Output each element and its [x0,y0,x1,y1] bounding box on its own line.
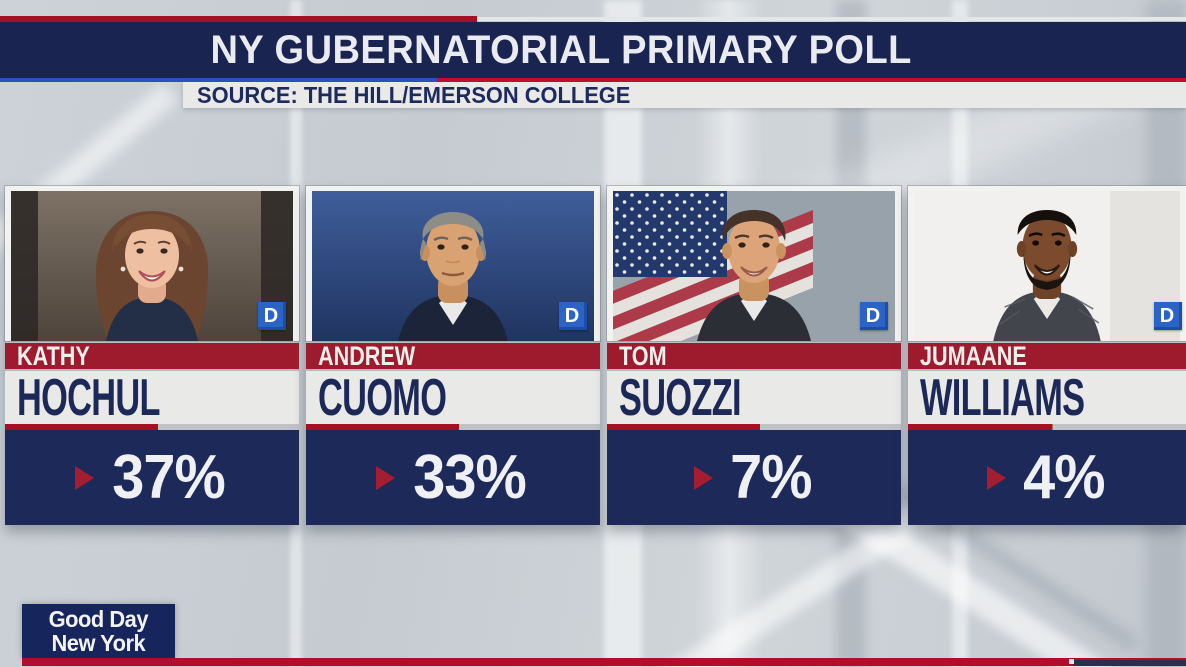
cuomo-portrait-illustration [312,191,594,341]
candidate-card-hochul: D KATHY HOCHUL 37% [5,186,299,525]
hochul-portrait-illustration [11,191,293,341]
percent-pointer-icon [986,465,1006,490]
header-top-silver-line [477,17,1186,21]
percent-pointer-icon [375,465,395,490]
candidate-card-cuomo: D ANDREW CUOMO 33% [306,186,600,525]
first-name-bar: ANDREW [306,340,600,371]
good-day-new-york-logo: Good Day New York [22,604,175,658]
candidate-card-williams: D JUMAANE WILLIAMS 4% [908,186,1186,525]
source-bar: SOURCE: THE HILL/EMERSON COLLEGE [183,82,1186,108]
democrat-badge: D [258,302,286,330]
candidate-photo-suozzi: D [607,186,901,341]
poll-percentage: 4% [1022,443,1105,512]
candidate-photo-williams: D [908,186,1186,341]
last-name-bar: CUOMO [306,369,600,427]
democrat-badge: D [1154,302,1182,330]
candidate-photo-cuomo: D [306,186,600,341]
header-underline-red [437,78,1186,82]
poll-percentage: 33% [413,443,527,512]
header-underline-blue [0,78,437,82]
candidate-last-name: SUOZZI [619,368,742,427]
suozzi-portrait-illustration [613,191,895,341]
percent-bar-accent [607,424,901,430]
candidate-last-name: WILLIAMS [920,368,1085,427]
percent-bar: 33% [306,430,600,525]
percent-bar-accent [306,424,600,430]
candidate-photo-hochul: D [5,186,299,341]
candidate-first-name: JUMAANE [920,340,1027,371]
header-top-red-accent [0,16,477,22]
last-name-bar: WILLIAMS [908,369,1186,427]
headline-bar: NY GUBERNATORIAL PRIMARY POLL [0,22,1186,78]
first-name-bar: KATHY [5,340,299,371]
last-name-bar: SUOZZI [607,369,901,427]
democrat-badge: D [860,302,888,330]
candidate-first-name: KATHY [17,340,90,371]
percent-pointer-icon [693,465,713,490]
candidate-first-name: ANDREW [318,340,416,371]
candidate-last-name: HOCHUL [17,368,160,427]
candidate-last-name: CUOMO [318,368,447,427]
first-name-bar: TOM [607,340,901,371]
logo-line-2: New York [51,630,146,656]
democrat-badge: D [559,302,587,330]
first-name-bar: JUMAANE [908,340,1186,371]
percent-pointer-icon [74,465,94,490]
last-name-bar: HOCHUL [5,369,299,427]
poll-percentage: 37% [112,443,226,512]
bottom-bar-tick [1069,659,1074,664]
source-label: SOURCE: THE HILL/EMERSON COLLEGE [197,81,631,108]
percent-bar-accent [908,424,1186,430]
poll-percentage: 7% [729,443,812,512]
logo-line-1: Good Day [48,606,149,632]
percent-bar: 37% [5,430,299,525]
percent-bar: 4% [908,430,1186,525]
percent-bar: 7% [607,430,901,525]
bottom-red-bar [22,658,1073,666]
percent-bar-accent [5,424,299,430]
williams-portrait-illustration [914,191,1180,341]
candidate-card-suozzi: D TOM SUOZZI 7% [607,186,901,525]
candidate-first-name: TOM [619,340,667,371]
page-title: NY GUBERNATORIAL PRIMARY POLL [210,27,912,72]
bottom-bar-right-segment [1073,658,1186,666]
